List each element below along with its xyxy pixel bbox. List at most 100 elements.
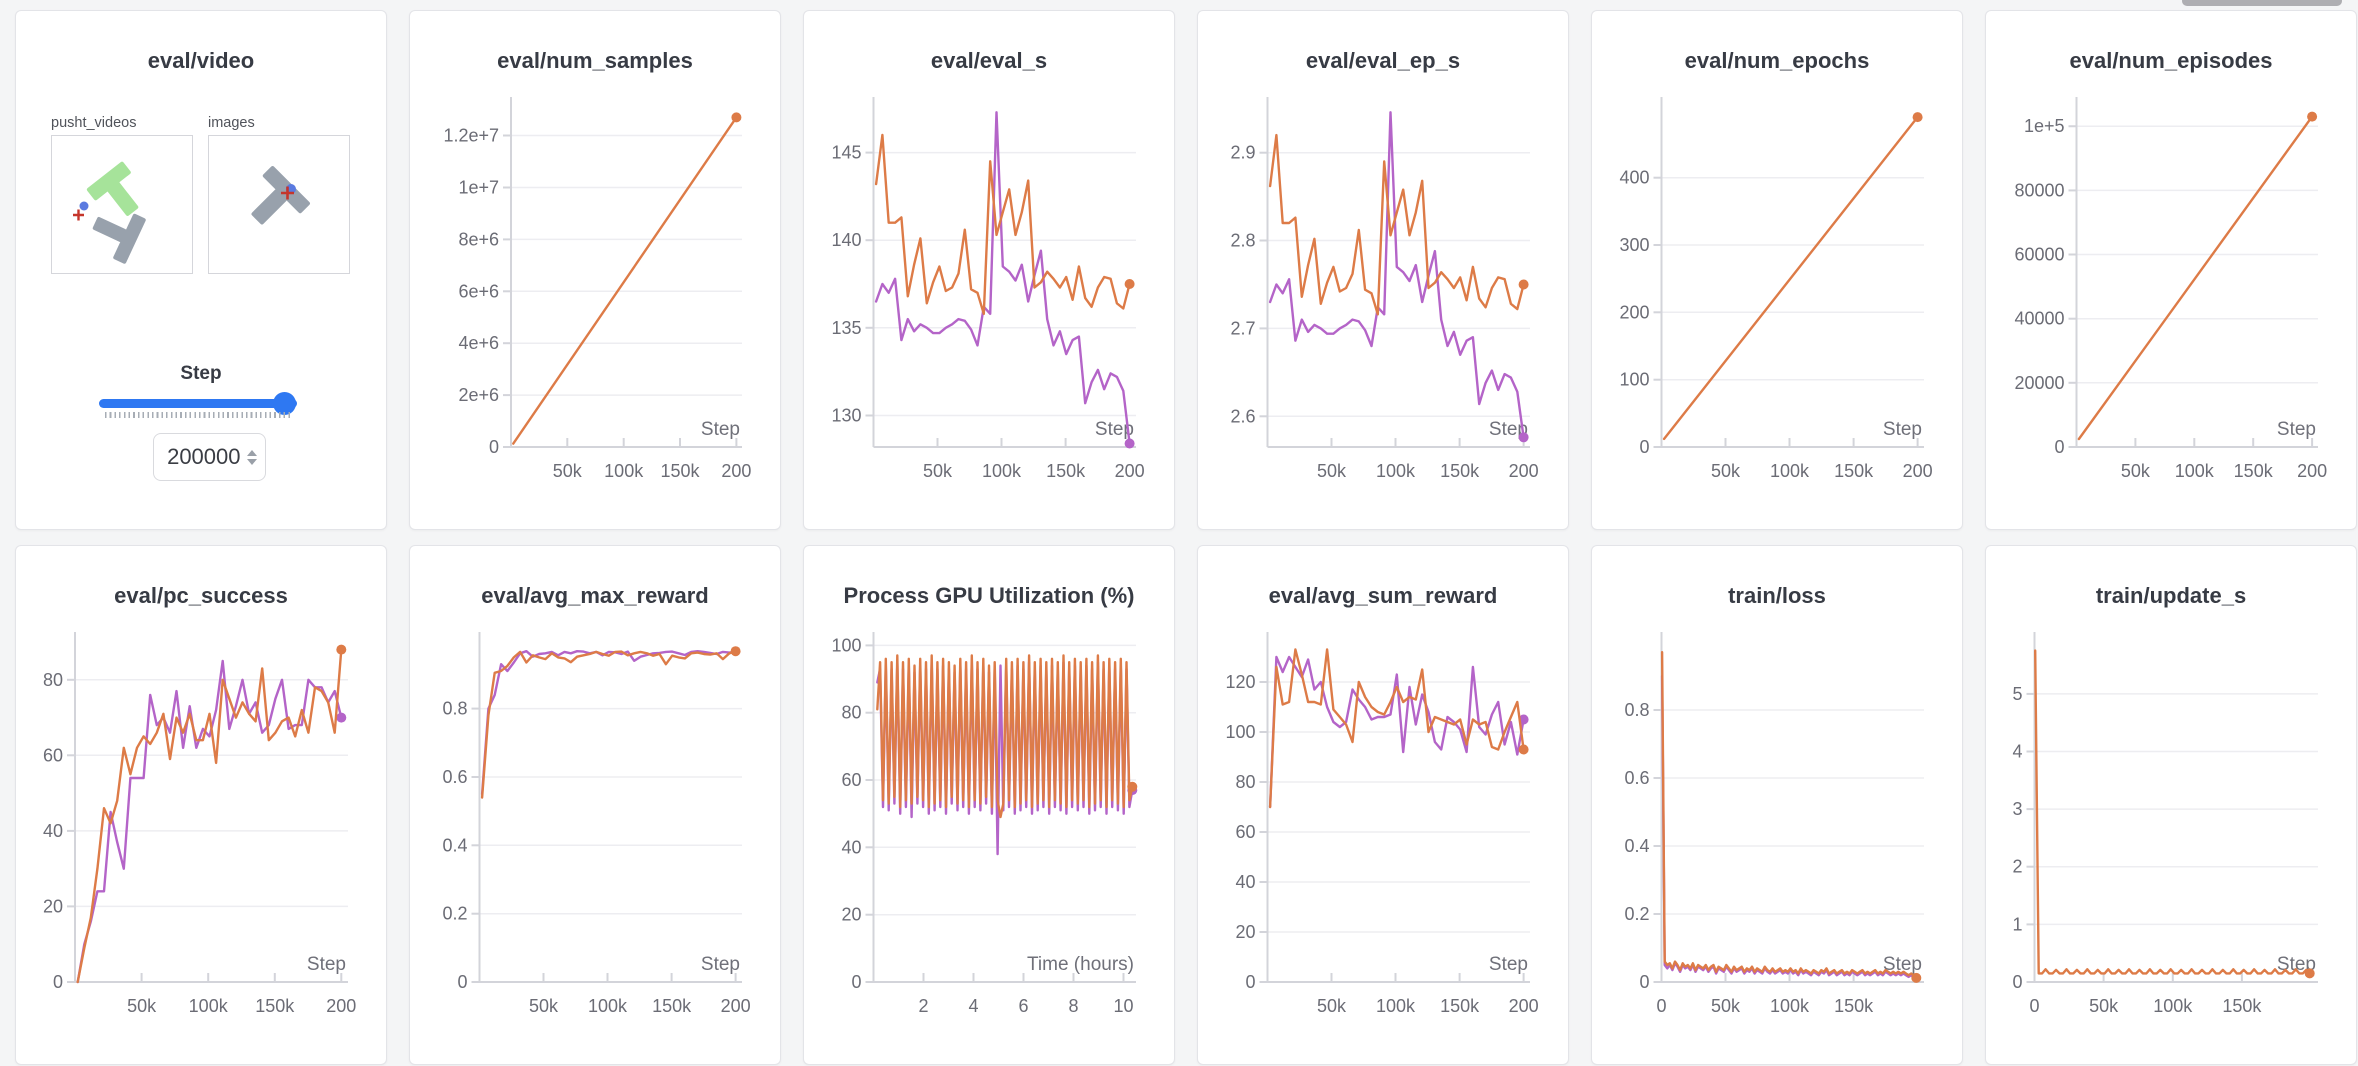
svg-text:2.8: 2.8 bbox=[1230, 231, 1255, 251]
chart-eval-eval-s[interactable]: 130 135 140 145 50k 100k 150k 200 Step bbox=[804, 79, 1175, 529]
svg-text:150k: 150k bbox=[1046, 461, 1086, 481]
chart-eval-pc-success[interactable]: 0 20 40 60 80 50k 100k 150k 200 Step bbox=[16, 614, 387, 1064]
svg-text:50k: 50k bbox=[1711, 461, 1741, 481]
svg-text:Step: Step bbox=[1489, 954, 1528, 975]
panel-eval-pc-success: eval/pc_success 0 20 40 60 80 50k 100k 150k 200 S… bbox=[15, 545, 387, 1065]
svg-text:300: 300 bbox=[1619, 235, 1649, 255]
svg-text:200: 200 bbox=[326, 996, 356, 1016]
spin-up-icon[interactable] bbox=[246, 449, 257, 456]
pusht-scene-image bbox=[73, 161, 146, 264]
svg-text:50k: 50k bbox=[923, 461, 953, 481]
svg-text:40: 40 bbox=[1235, 872, 1255, 892]
step-slider-thumb[interactable] bbox=[273, 392, 296, 415]
chart-train-loss[interactable]: 0 0.2 0.4 0.6 0.8 0 50k 100k 150k Step bbox=[1592, 614, 1963, 1064]
svg-text:1e+7: 1e+7 bbox=[458, 178, 499, 198]
panel-title: eval/num_episodes bbox=[2069, 48, 2273, 73]
svg-text:0.6: 0.6 bbox=[442, 767, 467, 787]
panel-grid: eval/video pusht_videos images bbox=[15, 10, 2357, 1065]
chart-eval-avg-sum-reward[interactable]: 0 20 40 60 80 100 120 50k 100k 150k 200 Step bbox=[1198, 614, 1569, 1064]
panel-eval-num-episodes: eval/num_episodes 0 20000 40000 60000 80000 1… bbox=[1985, 10, 2357, 530]
svg-text:100k: 100k bbox=[604, 461, 644, 481]
svg-text:100k: 100k bbox=[2175, 461, 2215, 481]
panel-train-update-s: train/update_s 0 1 2 3 4 5 0 50k 100k 150k Step bbox=[1985, 545, 2357, 1065]
svg-text:0: 0 bbox=[2054, 437, 2064, 457]
svg-text:Time (hours): Time (hours) bbox=[1027, 954, 1134, 975]
svg-text:Step: Step bbox=[701, 419, 740, 440]
panel-title: train/loss bbox=[1728, 583, 1826, 608]
svg-text:0.4: 0.4 bbox=[442, 835, 467, 855]
svg-text:60: 60 bbox=[841, 770, 861, 790]
panel-title: eval/pc_success bbox=[114, 583, 288, 608]
step-value-input[interactable] bbox=[162, 444, 241, 470]
svg-text:100k: 100k bbox=[2153, 996, 2193, 1016]
svg-text:100k: 100k bbox=[1376, 996, 1416, 1016]
svg-text:100k: 100k bbox=[1770, 461, 1810, 481]
panel-title: eval/eval_s bbox=[930, 48, 1048, 73]
svg-text:130: 130 bbox=[831, 406, 861, 426]
panel-eval-avg-sum-reward: eval/avg_sum_reward 0 20 40 60 80 100 120 50k 10… bbox=[1197, 545, 1569, 1065]
chart-eval-num-epochs[interactable]: 0 100 200 300 400 50k 100k 150k 200 Step bbox=[1592, 79, 1963, 529]
chart-eval-avg-max-reward[interactable]: 0 0.2 0.4 0.6 0.8 50k 100k 150k 200 Step bbox=[410, 614, 781, 1064]
svg-text:200: 200 bbox=[1115, 461, 1145, 481]
panel-title: eval/num_epochs bbox=[1684, 48, 1870, 73]
chart-gpu-utilization[interactable]: 0 20 40 60 80 100 2 4 6 8 10 Time (hours) bbox=[804, 614, 1175, 1064]
svg-text:0.2: 0.2 bbox=[442, 904, 467, 924]
chart-eval-num-samples[interactable]: 0 2e+6 4e+6 6e+6 8e+6 1e+7 1.2e+7 50k 100k 150k 20… bbox=[410, 79, 781, 529]
svg-text:200: 200 bbox=[1903, 461, 1933, 481]
svg-text:40: 40 bbox=[841, 837, 861, 857]
svg-text:8e+6: 8e+6 bbox=[458, 229, 499, 249]
svg-text:2.9: 2.9 bbox=[1230, 143, 1255, 163]
svg-text:0.8: 0.8 bbox=[442, 699, 467, 719]
svg-text:0: 0 bbox=[1639, 972, 1649, 992]
svg-text:60: 60 bbox=[43, 745, 63, 765]
svg-text:50k: 50k bbox=[1317, 461, 1347, 481]
step-slider-track[interactable] bbox=[99, 399, 297, 408]
svg-text:150k: 150k bbox=[1834, 996, 1874, 1016]
video-thumbnail-images[interactable] bbox=[208, 135, 350, 274]
svg-text:100k: 100k bbox=[1376, 461, 1416, 481]
svg-text:0.6: 0.6 bbox=[1624, 768, 1649, 788]
svg-text:3: 3 bbox=[2012, 799, 2022, 819]
svg-text:200: 200 bbox=[721, 461, 751, 481]
svg-text:4e+6: 4e+6 bbox=[458, 333, 499, 353]
chart-eval-eval-ep-s[interactable]: 2.6 2.7 2.8 2.9 50k 100k 150k 200 Step bbox=[1198, 79, 1569, 529]
svg-text:200: 200 bbox=[1619, 302, 1649, 322]
svg-text:40: 40 bbox=[43, 821, 63, 841]
svg-text:80: 80 bbox=[1235, 772, 1255, 792]
svg-text:20: 20 bbox=[43, 896, 63, 916]
svg-text:80000: 80000 bbox=[2014, 180, 2064, 200]
thumbnail-caption: pusht_videos bbox=[51, 115, 137, 131]
step-value-box[interactable] bbox=[153, 433, 266, 481]
svg-text:Step: Step bbox=[1489, 419, 1528, 440]
svg-text:200: 200 bbox=[721, 996, 751, 1016]
svg-text:150k: 150k bbox=[2234, 461, 2274, 481]
svg-text:0.2: 0.2 bbox=[1624, 904, 1649, 924]
horizontal-scrollbar-thumb[interactable] bbox=[2182, 0, 2342, 6]
thumbnail-caption: images bbox=[208, 115, 255, 131]
svg-text:0: 0 bbox=[489, 437, 499, 457]
svg-text:4: 4 bbox=[968, 996, 978, 1016]
svg-text:0.8: 0.8 bbox=[1624, 700, 1649, 720]
svg-text:200: 200 bbox=[2297, 461, 2327, 481]
video-thumbnail-pusht-videos[interactable] bbox=[51, 135, 193, 274]
stepper-spinner[interactable] bbox=[246, 449, 257, 465]
panel-train-loss: train/loss 0 0.2 0.4 0.6 0.8 0 50k 100k 150k Step bbox=[1591, 545, 1963, 1065]
svg-text:100k: 100k bbox=[189, 996, 229, 1016]
slider-label: Step bbox=[180, 363, 222, 384]
svg-text:0: 0 bbox=[1245, 972, 1255, 992]
svg-text:6: 6 bbox=[1018, 996, 1028, 1016]
svg-text:50k: 50k bbox=[529, 996, 559, 1016]
chart-eval-num-episodes[interactable]: 0 20000 40000 60000 80000 1e+5 50k 100k 150k 200 S… bbox=[1986, 79, 2357, 529]
svg-text:0.4: 0.4 bbox=[1624, 836, 1649, 856]
svg-text:80: 80 bbox=[841, 703, 861, 723]
svg-text:400: 400 bbox=[1619, 168, 1649, 188]
svg-text:150k: 150k bbox=[2222, 996, 2262, 1016]
svg-text:0: 0 bbox=[851, 972, 861, 992]
svg-text:0: 0 bbox=[2012, 972, 2022, 992]
spin-down-icon[interactable] bbox=[246, 458, 257, 465]
svg-text:200: 200 bbox=[1509, 461, 1539, 481]
svg-text:8: 8 bbox=[1068, 996, 1078, 1016]
svg-text:Step: Step bbox=[1883, 419, 1922, 440]
